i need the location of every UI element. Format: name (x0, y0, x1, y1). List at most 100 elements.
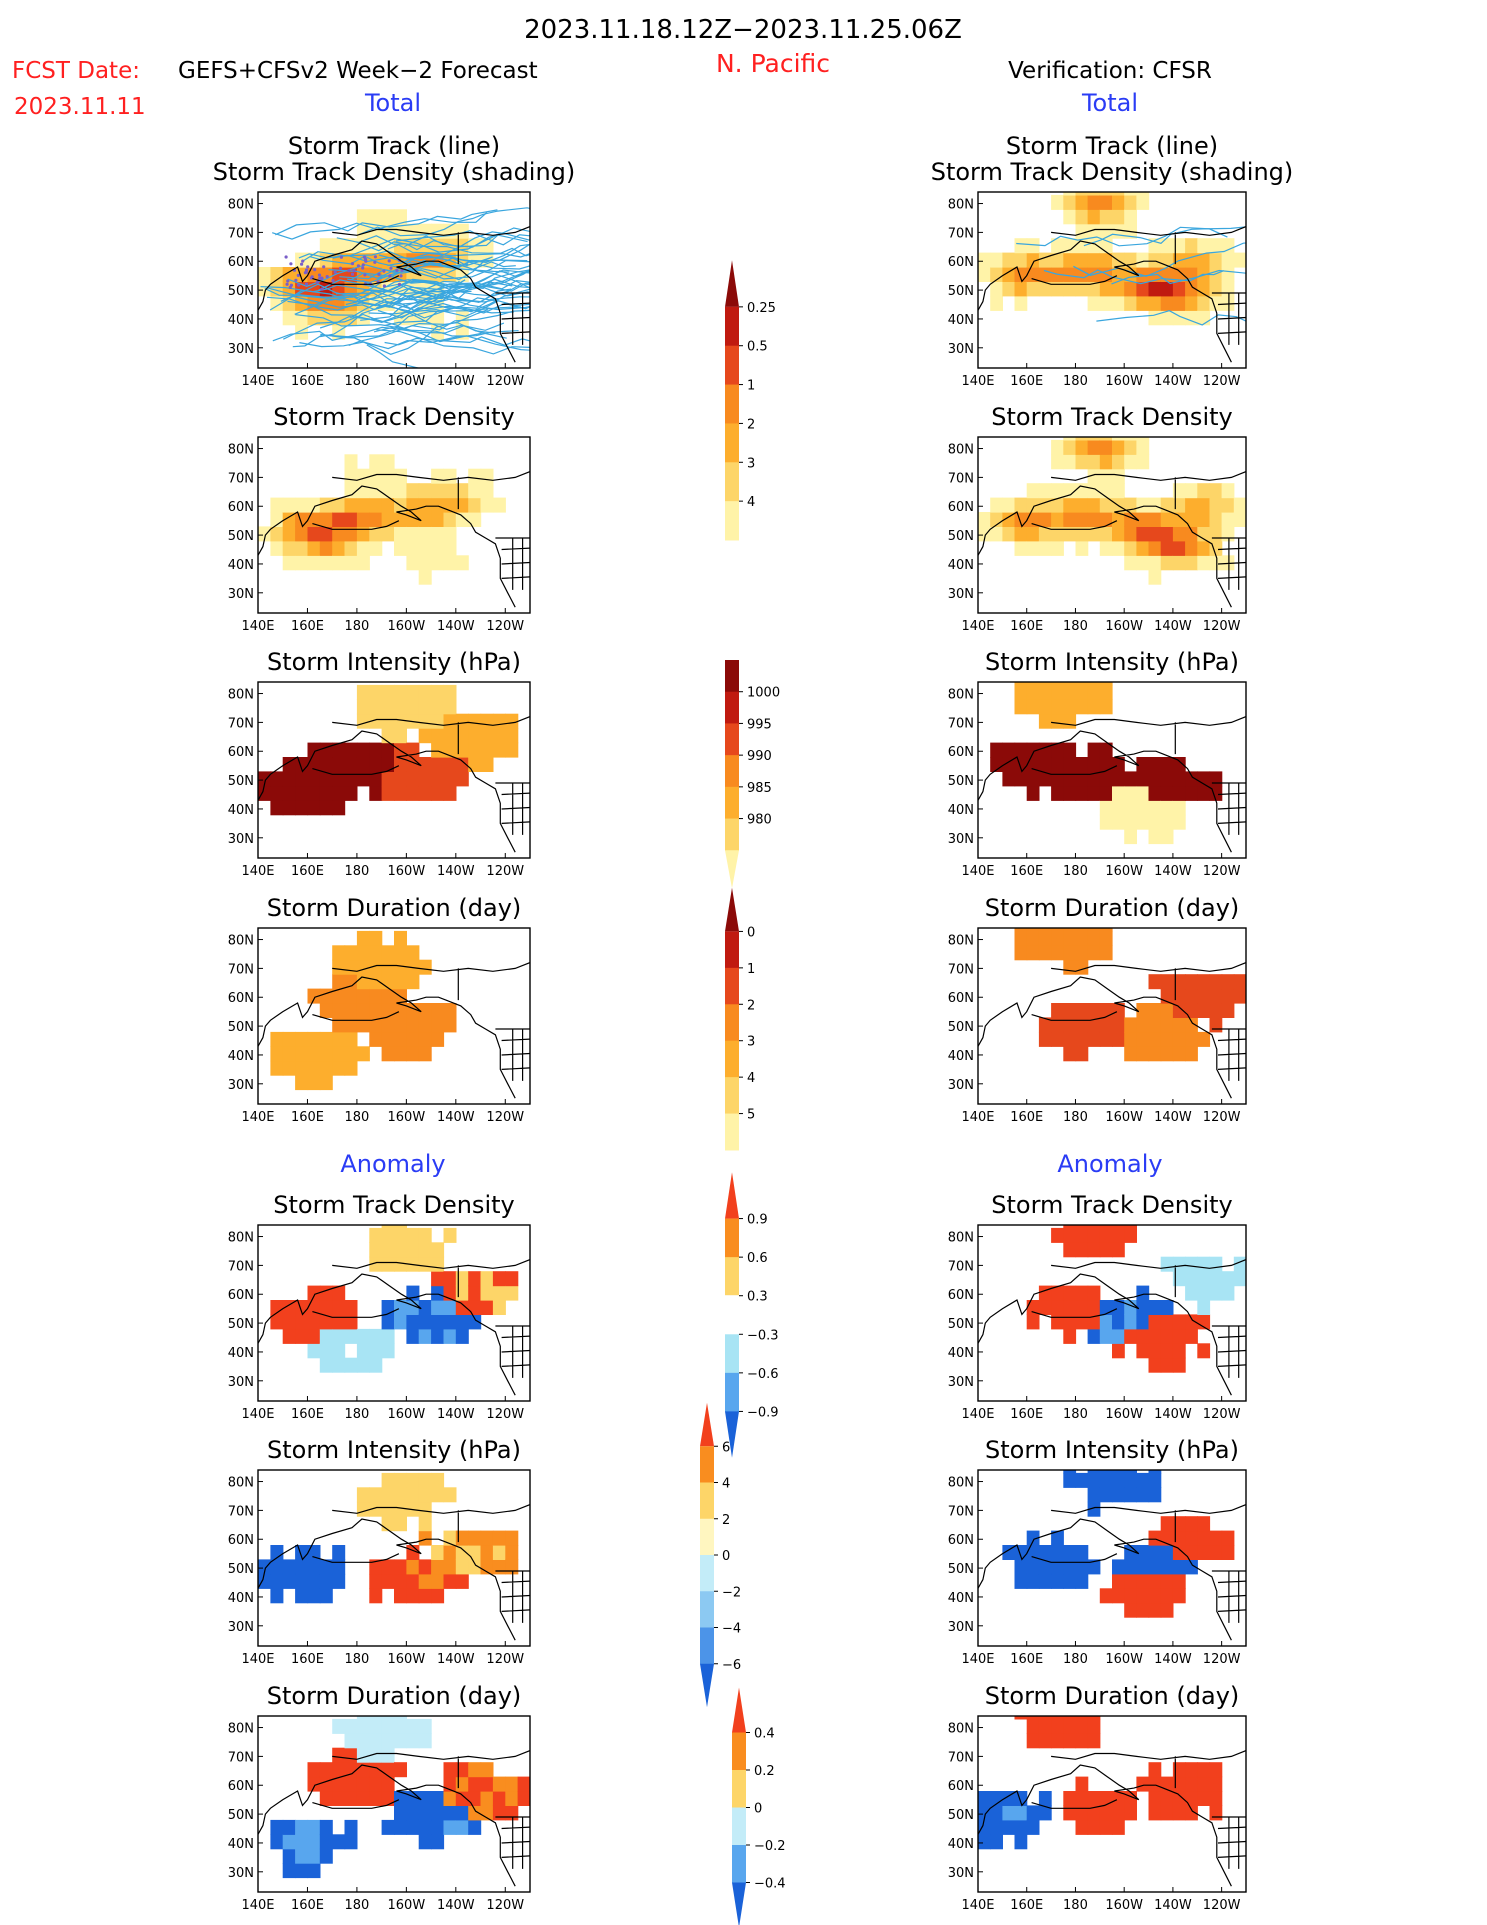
grid-cell (1099, 497, 1113, 513)
grid-cell (1148, 1343, 1162, 1359)
x-tick-label: 160E (1010, 1110, 1043, 1125)
grid-cell (1124, 555, 1137, 571)
grid-cell (295, 1848, 309, 1864)
grid-cell (270, 526, 284, 542)
storm-point (285, 282, 289, 286)
coastline (258, 1504, 530, 1641)
panel-title: Storm Duration (day) (267, 894, 522, 922)
grid-cell (356, 1003, 370, 1018)
grid-cell (1172, 1314, 1186, 1330)
grid-cell (344, 988, 358, 1004)
grid-cell (978, 267, 991, 282)
grid-cell (369, 757, 383, 772)
grid-cell (1063, 437, 1077, 441)
grid-cell (369, 1017, 383, 1033)
grid-cell (505, 713, 519, 729)
map-panel-forecast-total-density: Storm Track (line)Storm Track Density (s… (213, 132, 576, 389)
storm-track-line (336, 234, 528, 251)
grid-cell (307, 1863, 321, 1879)
grid-cell (455, 757, 469, 772)
grid-cell (418, 1501, 432, 1517)
grid-cell (1099, 439, 1113, 455)
grid-cell (307, 526, 321, 542)
grid-cell (1063, 497, 1077, 513)
grid-cell (369, 1716, 383, 1720)
grid-cell (1063, 713, 1077, 729)
grid-cell (381, 945, 395, 961)
storm-point (322, 265, 326, 269)
y-tick-label: 40N (948, 558, 974, 573)
grid-cell (356, 742, 370, 758)
grid-cell (369, 1031, 383, 1047)
grid-cell (282, 771, 296, 787)
grid-cell (270, 771, 284, 787)
colorbar-label: 0.9 (747, 1213, 768, 1228)
colorbar-label: −0.6 (747, 1367, 779, 1382)
colorbar-segment (725, 1040, 739, 1078)
grid-cell (1026, 1530, 1040, 1546)
grid-cell (1148, 814, 1162, 830)
storm-track-line (345, 269, 530, 306)
y-tick-label: 40N (228, 1591, 254, 1606)
grid-cell (381, 483, 395, 499)
grid-cell (1124, 281, 1137, 297)
grid-cell (1124, 1314, 1137, 1330)
grid-cell (1160, 757, 1174, 772)
grid-cell (1221, 267, 1235, 282)
grid-cell (492, 497, 506, 513)
grid-cell (1087, 1472, 1101, 1488)
y-tick-label: 30N (948, 1866, 974, 1881)
grid-cell (1087, 757, 1101, 772)
grid-cell (418, 497, 432, 513)
grid-cell (1051, 512, 1064, 527)
colorbar-label: −0.2 (754, 1839, 786, 1854)
grid-cell (319, 1060, 333, 1076)
colorbar-label: 0 (722, 1549, 730, 1564)
grid-cell (443, 771, 457, 787)
grid-cell (1063, 1227, 1077, 1243)
grid-cell (1014, 540, 1028, 556)
grid-cell (369, 1733, 383, 1749)
grid-cell (1172, 1573, 1186, 1589)
grid-cell (443, 1487, 457, 1503)
grid-cell (431, 1328, 445, 1344)
grid-cell (1112, 192, 1125, 196)
grid-cell (332, 1060, 346, 1076)
grid-cell (295, 1588, 309, 1604)
grid-cell (344, 1003, 358, 1018)
grid-cell (1063, 1328, 1077, 1344)
grid-cell (1112, 1227, 1125, 1243)
grid-cell (1051, 1545, 1064, 1560)
x-tick-label: 120W (1203, 1110, 1241, 1125)
grid-cell (282, 310, 296, 326)
grid-cell (406, 945, 420, 961)
grid-cell (344, 281, 358, 297)
grid-cell (344, 742, 358, 758)
grid-cell (295, 771, 309, 787)
grid-cell (332, 238, 346, 254)
grid-cell (1136, 192, 1150, 196)
grid-cell (1209, 1791, 1223, 1806)
grid-cell (1063, 1046, 1077, 1062)
grid-cell (1136, 437, 1150, 441)
grid-cell (307, 742, 321, 758)
grid-cell (1014, 295, 1028, 311)
grid-cell (381, 699, 395, 715)
grid-cell (332, 526, 346, 542)
grid-cell (381, 684, 395, 700)
grid-cell (1038, 930, 1052, 946)
grid-cell (1185, 1285, 1198, 1301)
field-shading (1014, 928, 1246, 1062)
y-tick-label: 60N (948, 1288, 974, 1303)
grid-cell (319, 1075, 333, 1091)
grid-cell (1063, 1716, 1077, 1720)
grid-cell (1112, 194, 1125, 210)
grid-cell (356, 757, 370, 772)
grid-cell (492, 1559, 506, 1575)
grid-cell (1075, 281, 1089, 297)
colorbar-segment (725, 345, 739, 386)
grid-cell (394, 1805, 407, 1821)
grid-cell (1099, 1003, 1113, 1018)
grid-cell (1026, 1559, 1040, 1575)
grid-cell (369, 713, 383, 729)
